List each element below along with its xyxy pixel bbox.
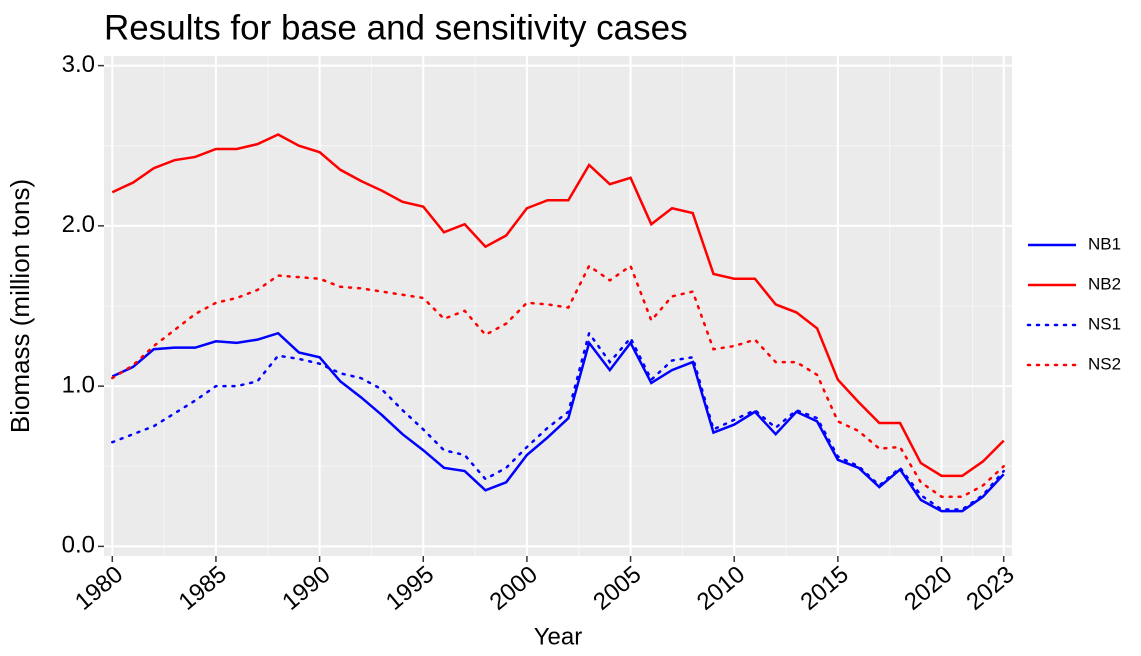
x-tick-label: 2015 — [796, 561, 854, 616]
series-line — [111, 331, 1005, 513]
x-axis-title: Year — [534, 623, 583, 650]
x-tick-label: 2023 — [961, 561, 1019, 616]
legend-label: NS2 — [1088, 354, 1121, 373]
x-tick-label: 2000 — [485, 561, 543, 616]
x-tick-label: 1980 — [70, 561, 128, 616]
x-tick-label: 1985 — [174, 561, 232, 616]
x-tick-label: 1995 — [381, 561, 439, 616]
chart-title: Results for base and sensitivity cases — [104, 8, 688, 47]
x-tick-label: 2010 — [692, 561, 750, 616]
legend-label: NB1 — [1088, 234, 1121, 253]
series-line — [111, 133, 1005, 478]
series-line — [111, 264, 1005, 498]
x-tick-label: 1990 — [277, 561, 335, 616]
y-tick-label: 3.0 — [62, 51, 95, 78]
legend-label: NS1 — [1088, 314, 1121, 333]
y-tick-label: 2.0 — [62, 211, 95, 238]
x-tick-label: 2005 — [588, 561, 646, 616]
y-axis-title: Biomass (million tons) — [5, 179, 35, 433]
legend-label: NB2 — [1088, 274, 1121, 293]
series-line — [111, 330, 1005, 511]
y-tick-label: 1.0 — [62, 371, 95, 398]
y-tick-label: 0.0 — [62, 532, 95, 559]
x-tick-label: 2020 — [899, 561, 957, 616]
